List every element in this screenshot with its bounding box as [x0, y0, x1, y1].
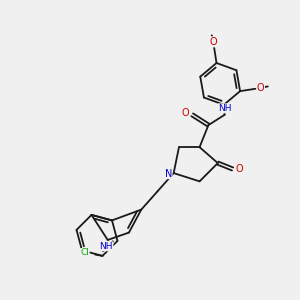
Text: O: O [182, 108, 190, 118]
Text: O: O [235, 164, 243, 174]
Text: O: O [209, 37, 217, 47]
Text: NH: NH [218, 104, 232, 113]
Text: NH: NH [100, 242, 113, 251]
Text: N: N [165, 169, 172, 179]
Text: Cl: Cl [80, 248, 89, 257]
Text: O: O [257, 82, 265, 93]
